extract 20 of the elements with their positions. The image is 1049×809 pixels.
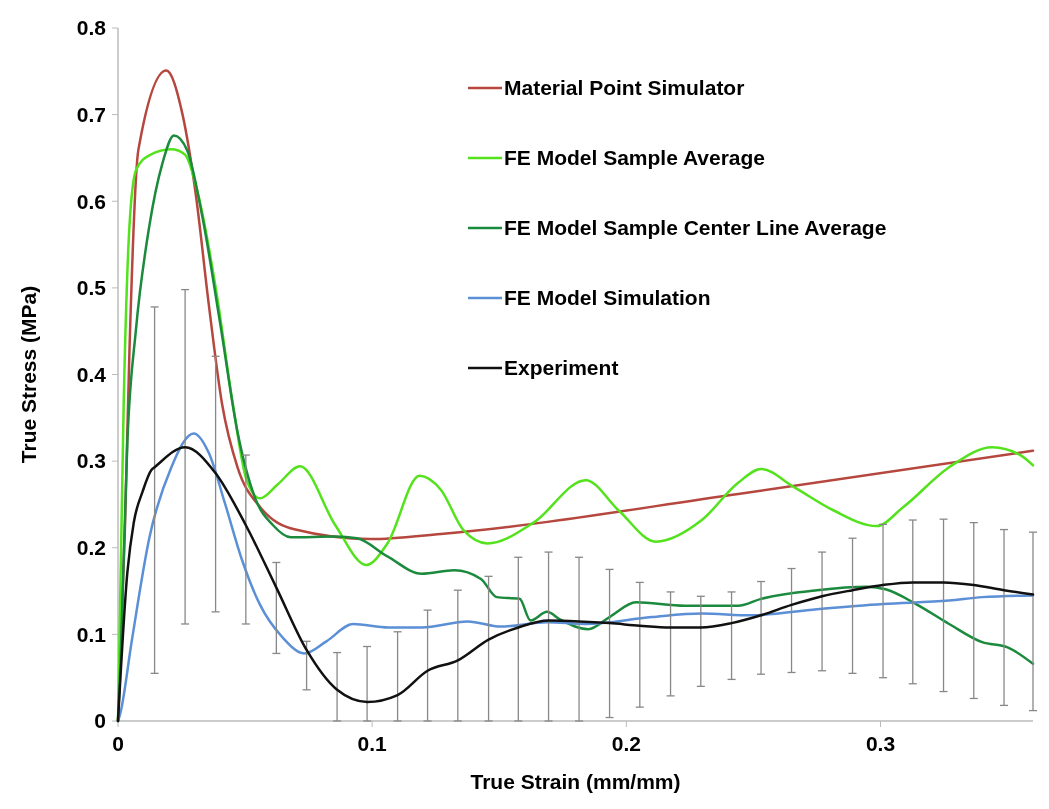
y-tick-label: 0 (94, 709, 106, 733)
y-tick-label: 0.7 (76, 102, 106, 126)
legend-label: Material Point Simulator (504, 76, 745, 100)
legend-label: FE Model Sample Center Line Average (504, 216, 887, 240)
x-tick-label: 0 (112, 732, 124, 755)
legend-label: Experiment (504, 356, 619, 380)
legend-label: FE Model Sample Average (504, 146, 766, 170)
x-tick-label: 0.1 (357, 732, 388, 755)
y-tick-label: 0.3 (76, 449, 106, 473)
y-tick-label: 0.4 (76, 362, 107, 386)
y-tick-label: 0.6 (76, 189, 106, 213)
y-axis-title: True Stress (MPa) (17, 285, 40, 464)
y-tick-label: 0.1 (76, 622, 107, 646)
y-tick-label: 0.2 (76, 536, 106, 560)
y-tick-label: 0.5 (76, 276, 107, 300)
x-tick-label: 0.2 (611, 732, 641, 755)
x-axis-title: True Strain (mm/mm) (470, 770, 681, 793)
legend-label: FE Model Simulation (504, 286, 711, 310)
x-tick-label: 0.3 (865, 732, 896, 755)
y-tick-label: 0.8 (76, 16, 107, 40)
